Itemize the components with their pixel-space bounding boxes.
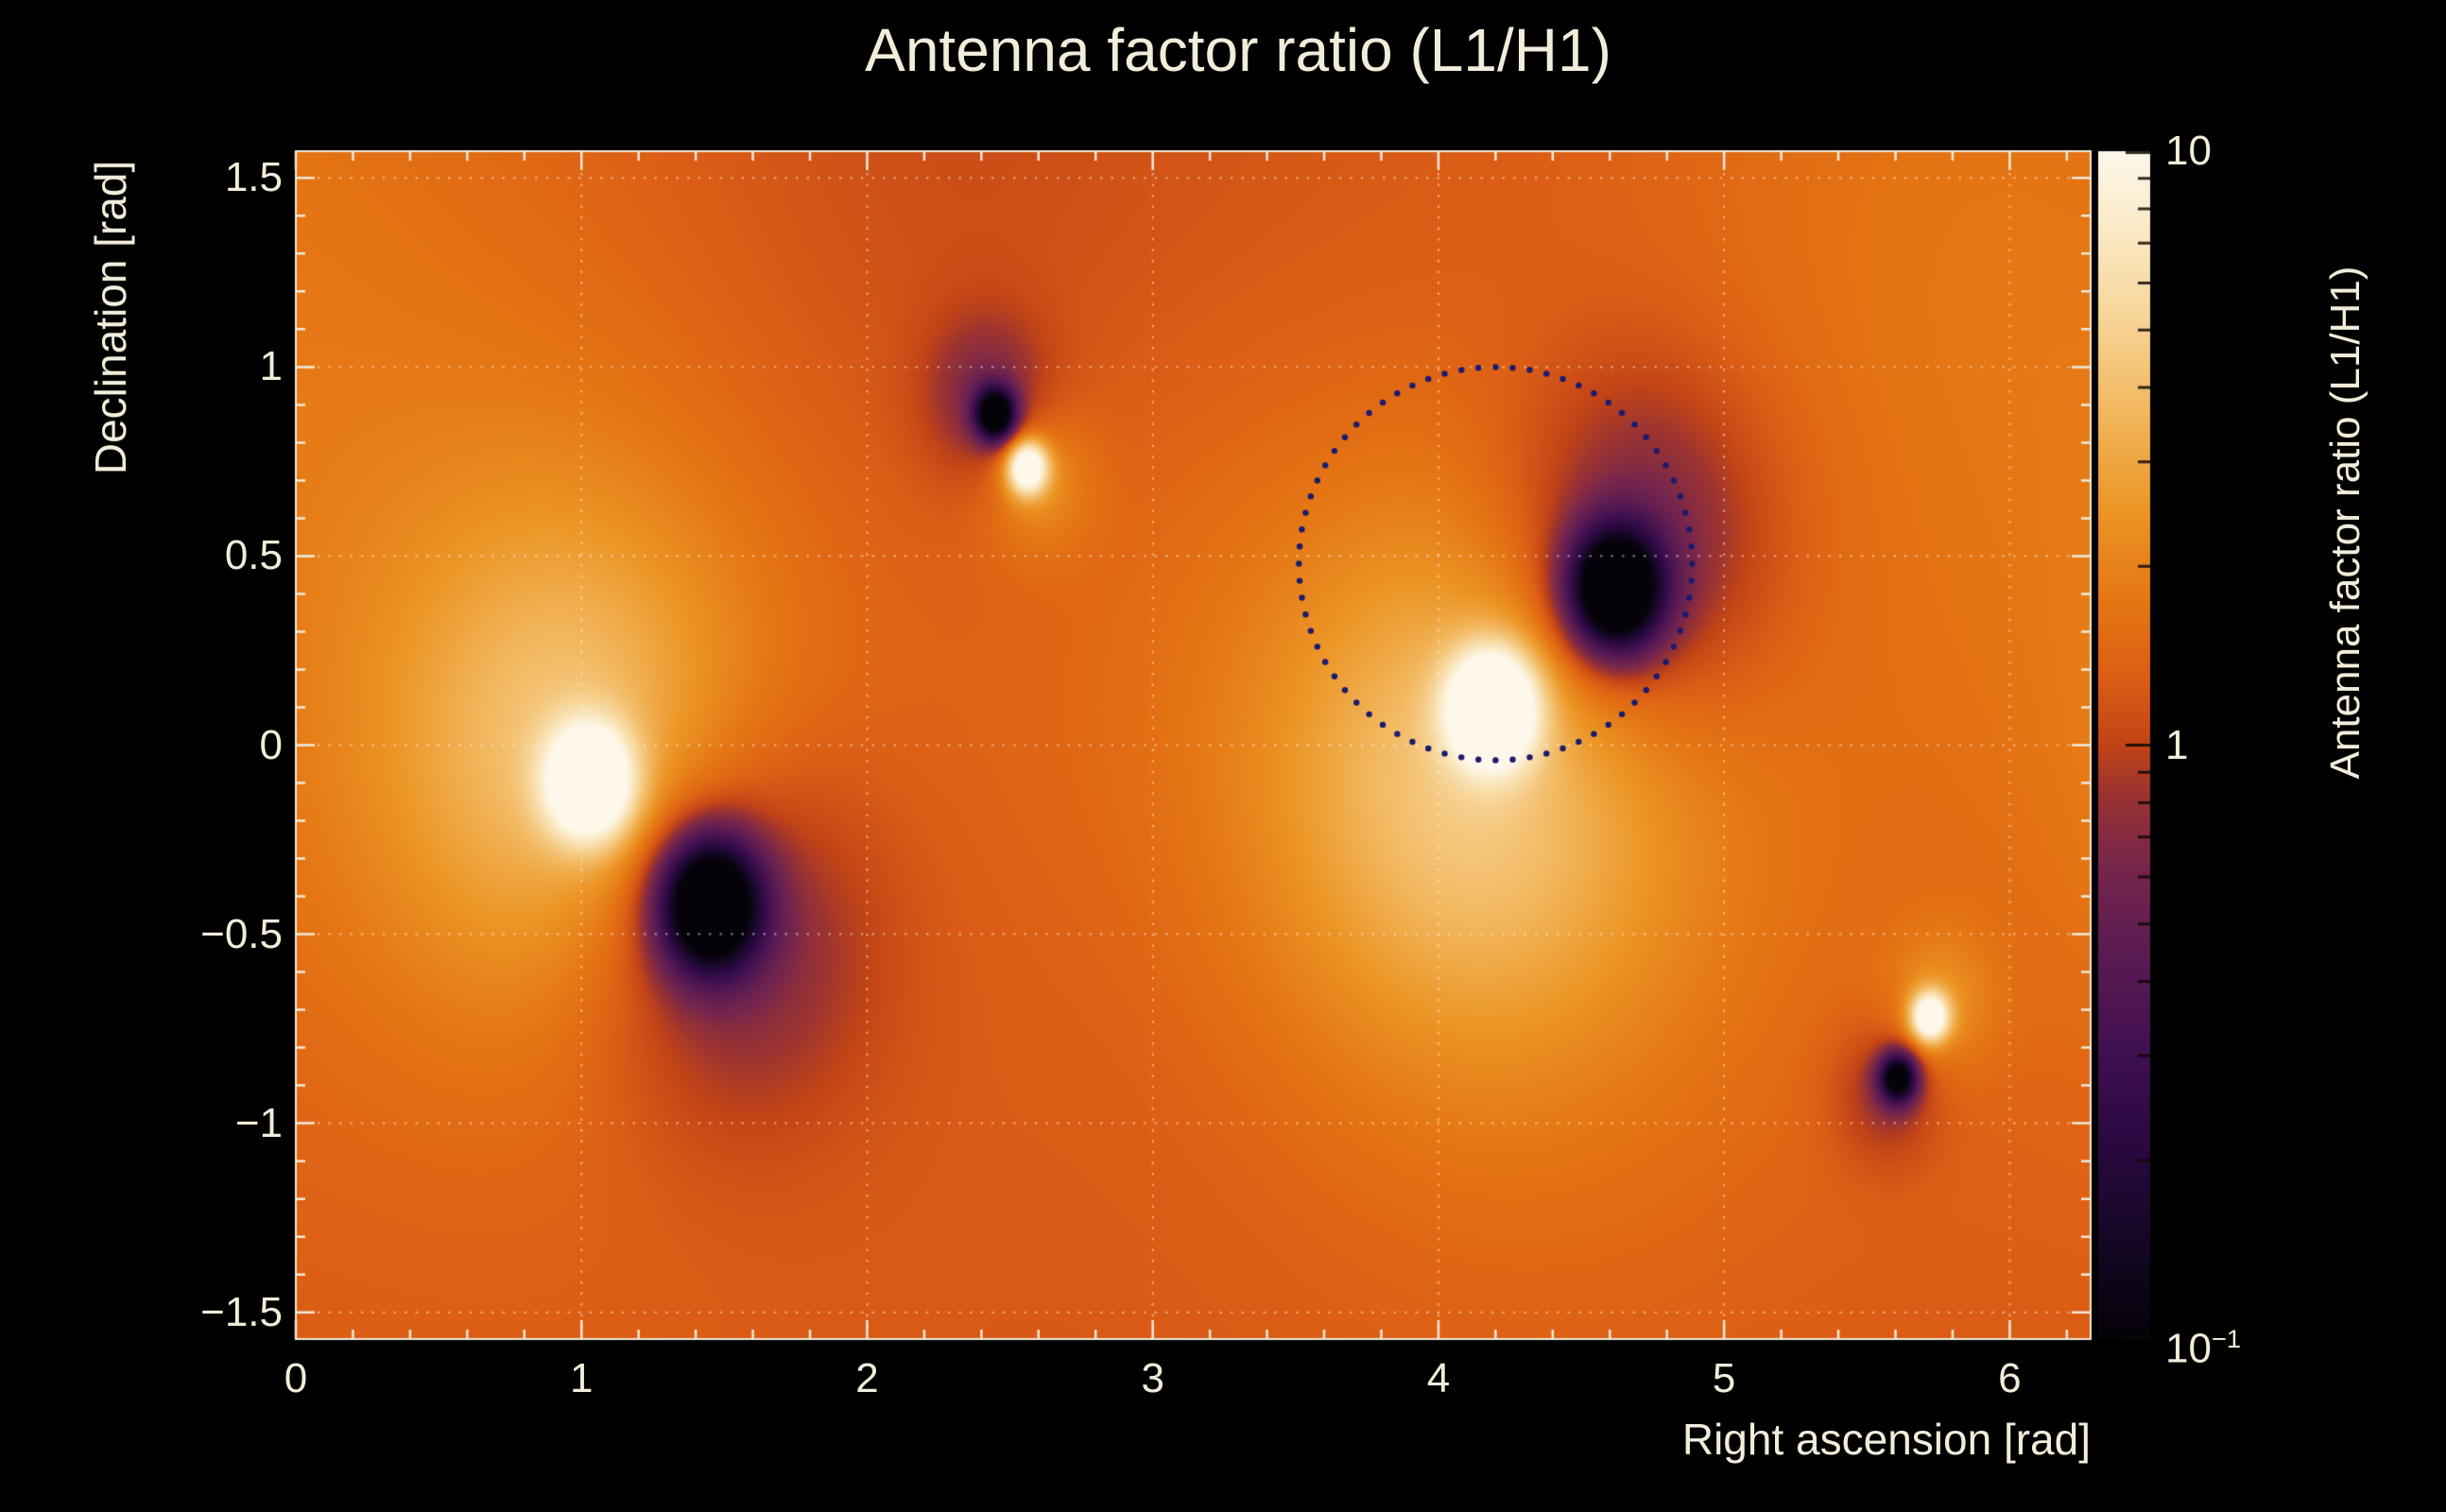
x-axis-title: Right ascension [rad] — [1681, 1415, 2091, 1464]
y-tick-label: 1 — [259, 343, 283, 390]
y-axis-title: Declination [rad] — [86, 160, 135, 475]
x-tick-label: 5 — [1712, 1355, 1736, 1401]
x-tick-label: 0 — [284, 1355, 308, 1401]
x-tick-label: 3 — [1141, 1355, 1164, 1401]
x-tick-label: 4 — [1426, 1355, 1451, 1401]
x-tick-label: 6 — [1998, 1355, 2022, 1401]
y-tick-label: −1.5 — [200, 1288, 283, 1335]
colorbar-tick-base: 1 — [2165, 721, 2189, 768]
y-tick-label: 0 — [259, 721, 283, 768]
colorbar-tick-label: 10−1 — [2165, 1314, 2241, 1375]
colorbar-tick-base: 10 — [2165, 128, 2212, 174]
x-tick-label: 1 — [569, 1355, 594, 1401]
colorbar-tick-label: 10 — [2165, 126, 2212, 177]
colorbar-tick-base: 10 — [2165, 1325, 2212, 1372]
y-tick-label: −0.5 — [200, 910, 283, 957]
y-tick-label: 1.5 — [224, 154, 283, 201]
y-tick-label: 0.5 — [224, 532, 283, 579]
colorbar-tick-exponent: −1 — [2211, 1324, 2242, 1353]
y-tick-label: −1 — [234, 1099, 283, 1146]
colorbar-tick-label: 1 — [2165, 720, 2188, 771]
x-tick-label: 2 — [855, 1355, 879, 1401]
chart-title: Antenna factor ratio (L1/H1) — [865, 16, 1611, 84]
colorbar-title: Antenna factor ratio (L1/H1) — [2322, 266, 2368, 780]
